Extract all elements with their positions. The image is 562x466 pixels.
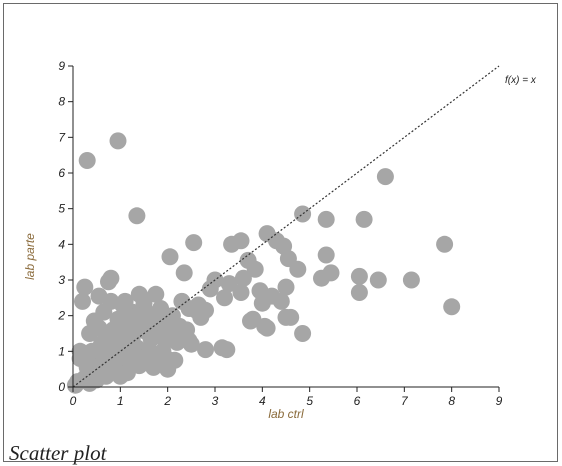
reference-line-layer: f(x) = x (72, 65, 537, 388)
y-tick-label: 9 (58, 59, 65, 73)
data-point (180, 300, 198, 317)
y-tick-label: 1 (58, 344, 65, 358)
x-tick-label: 1 (117, 394, 124, 408)
data-point (81, 374, 99, 392)
x-tick-label: 5 (306, 394, 313, 408)
data-point (232, 284, 250, 301)
data-point (182, 335, 200, 353)
chart-caption: Scatter plot (9, 441, 107, 465)
data-point (294, 205, 312, 223)
data-point (149, 312, 167, 330)
data-point (78, 357, 96, 375)
x-tick-label: 4 (259, 394, 266, 408)
x-tick-label: 6 (354, 394, 361, 408)
data-point (272, 292, 290, 310)
data-point (376, 168, 394, 186)
data-point (369, 271, 387, 289)
y-tick-label: 2 (57, 309, 65, 323)
y-tick-label: 8 (58, 95, 65, 109)
data-point (322, 264, 340, 282)
data-point (350, 267, 368, 285)
data-point (145, 358, 162, 376)
data-point (277, 278, 295, 296)
data-point (163, 307, 181, 325)
data-point (147, 285, 165, 303)
data-point (197, 341, 214, 359)
x-tick-label: 2 (163, 394, 171, 408)
data-point (402, 271, 420, 289)
chart-frame: f(x) = x 0 1 2 3 4 5 6 7 8 9 0 1 2 3 4 5 6 7 8 9 lab ctrl lab… (3, 3, 558, 465)
data-point (121, 323, 139, 341)
data-point (81, 325, 99, 342)
reference-line (72, 65, 500, 388)
data-point (66, 376, 84, 394)
data-point (178, 321, 196, 339)
data-point (232, 232, 250, 250)
data-point (289, 260, 307, 278)
y-tick-label: 5 (58, 202, 65, 216)
data-point (277, 308, 295, 326)
x-tick-label: 0 (70, 394, 77, 408)
data-point (443, 298, 461, 316)
data-point (102, 269, 120, 287)
data-point (168, 333, 186, 351)
data-point (350, 284, 368, 301)
reference-line-label: f(x) = x (505, 75, 537, 86)
data-point (175, 264, 193, 282)
data-point (218, 341, 236, 359)
x-tick-label: 7 (401, 394, 409, 408)
data-point (436, 235, 454, 253)
data-point (355, 210, 373, 228)
data-point (317, 210, 335, 228)
y-tick-label: 0 (58, 380, 65, 394)
data-point (161, 248, 179, 266)
data-point (294, 325, 312, 342)
data-point (253, 294, 271, 312)
y-tick-label: 3 (58, 273, 65, 287)
data-point (256, 317, 274, 335)
x-axis-title: lab ctrl (268, 407, 304, 421)
y-axis-title: lab parte (23, 233, 37, 280)
data-point (234, 269, 252, 287)
data-point (109, 132, 127, 150)
data-point (159, 360, 177, 378)
y-tick-label: 6 (58, 166, 65, 180)
y-tick-label: 4 (58, 237, 65, 251)
data-point (317, 246, 335, 264)
data-point (78, 152, 96, 169)
data-point (107, 328, 125, 346)
data-point (185, 234, 203, 252)
data-point (242, 312, 259, 330)
y-tick-label: 7 (58, 130, 66, 144)
data-point (74, 292, 91, 310)
x-tick-label: 3 (212, 394, 219, 408)
points-layer (66, 132, 461, 394)
axes-layer: 0 1 2 3 4 5 6 7 8 9 0 1 2 3 4 5 6 7 8 9 lab ctrl lab parte (23, 59, 503, 421)
data-point (246, 260, 264, 278)
data-point (216, 289, 233, 307)
data-point (116, 292, 134, 310)
data-point (76, 278, 94, 296)
x-tick-label: 8 (448, 394, 455, 408)
data-point (135, 316, 153, 334)
data-point (111, 367, 129, 385)
data-point (130, 285, 148, 303)
scatter-plot: f(x) = x 0 1 2 3 4 5 6 7 8 9 0 1 2 3 4 5 6 7 8 9 lab ctrl lab… (23, 59, 537, 421)
data-point (220, 275, 238, 293)
data-point (128, 207, 146, 225)
x-tick-label: 9 (496, 394, 503, 408)
